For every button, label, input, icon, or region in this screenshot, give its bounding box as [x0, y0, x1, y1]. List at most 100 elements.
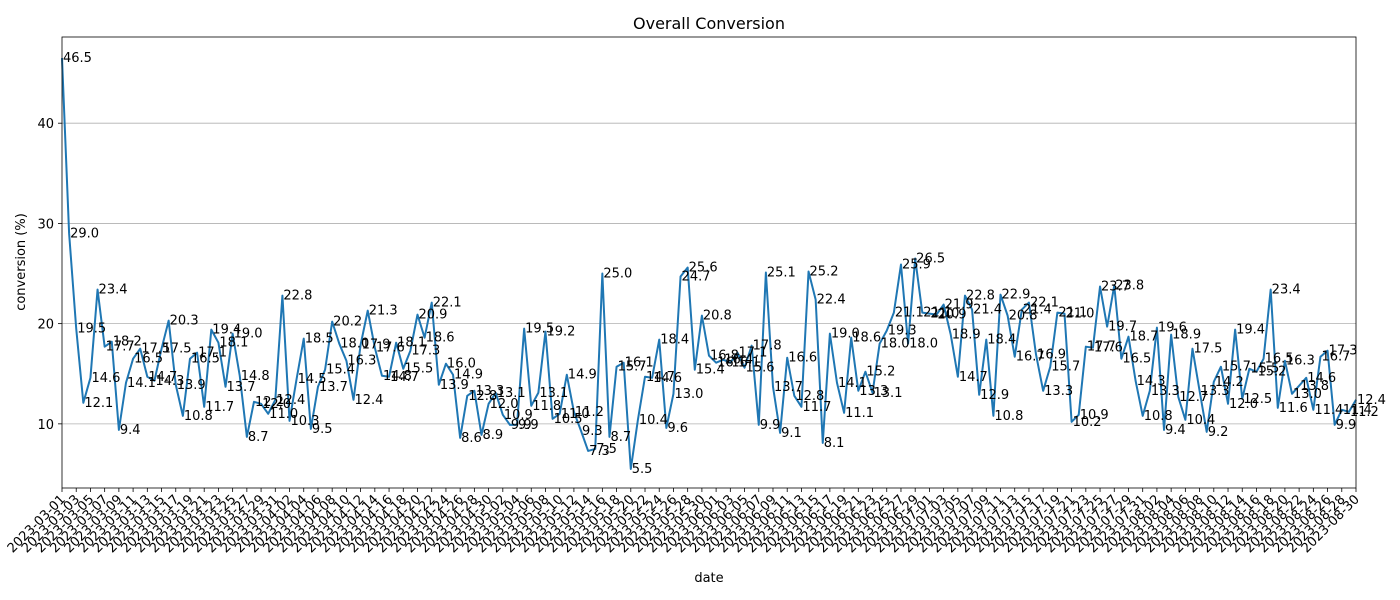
data-label: 16.1	[625, 356, 654, 371]
data-label: 18.9	[952, 328, 981, 343]
data-label: 13.3	[1044, 384, 1073, 399]
data-label: 18.6	[426, 331, 455, 346]
data-label: 14.6	[91, 371, 120, 386]
data-label: 16.7	[1016, 350, 1045, 365]
data-label: 15.2	[1257, 365, 1286, 380]
data-label: 17.3	[1329, 344, 1358, 359]
data-label: 19.0	[831, 327, 860, 342]
data-label: 7.5	[596, 442, 617, 457]
data-label: 15.7	[1051, 360, 1080, 375]
data-label: 13.0	[674, 387, 703, 402]
data-label: 20.2	[333, 315, 362, 330]
data-label: 14.1	[838, 376, 867, 391]
data-label: 19.3	[888, 324, 917, 339]
data-label: 19.6	[1158, 321, 1187, 336]
data-label: 9.9	[760, 418, 781, 433]
data-label: 12.5	[1243, 392, 1272, 407]
data-label: 16.5	[1265, 352, 1294, 367]
data-label: 14.7	[959, 370, 988, 385]
data-label: 11.2	[1350, 405, 1379, 420]
data-label: 13.9	[440, 378, 469, 393]
data-label: 23.7	[1101, 280, 1130, 295]
data-label: 18.7	[1129, 330, 1158, 345]
data-label: 10.8	[184, 409, 213, 424]
plot-frame	[61, 36, 1357, 489]
y-axis-label: conversion (%)	[14, 213, 29, 311]
data-label: 26.5	[916, 251, 945, 266]
data-label: 12.8	[468, 389, 497, 404]
data-label: 17.7	[106, 340, 135, 355]
x-axis-label: date	[694, 571, 723, 586]
data-label: 18.0	[340, 337, 369, 352]
data-label: 15.2	[866, 365, 895, 380]
data-label: 11.8	[532, 399, 561, 414]
data-label: 13.0	[1293, 387, 1322, 402]
data-label: 14.9	[454, 368, 483, 383]
data-label: 14.9	[568, 368, 597, 383]
data-label: 46.5	[63, 51, 92, 66]
data-label: 18.1	[397, 336, 426, 351]
data-label: 20.8	[703, 309, 732, 324]
data-label: 18.5	[305, 332, 334, 347]
data-label: 17.6	[1094, 341, 1123, 356]
data-label: 14.6	[1307, 371, 1336, 386]
data-label: 10.4	[639, 413, 668, 428]
data-label: 14.8	[383, 369, 412, 384]
data-label: 10.5	[554, 412, 583, 427]
data-label: 8.9	[482, 428, 503, 443]
data-label: 25.9	[902, 258, 931, 273]
data-label: 23.4	[1272, 283, 1301, 298]
data-label: 16.4	[724, 353, 753, 368]
data-label: 18.9	[1172, 328, 1201, 343]
data-label: 19.5	[77, 322, 106, 337]
data-label: 11.6	[1279, 401, 1308, 416]
data-label: 18.0	[881, 337, 910, 352]
data-label: 16.5	[134, 352, 163, 367]
data-label: 11.1	[845, 406, 874, 421]
y-tick-label: 20	[37, 318, 54, 333]
data-label: 16.5	[1122, 352, 1151, 367]
data-label: 18.6	[852, 331, 881, 346]
data-label: 10.9	[504, 408, 533, 423]
data-label: 16.3	[347, 354, 376, 369]
data-label: 13.7	[319, 380, 348, 395]
data-label: 12.1	[84, 396, 113, 411]
data-label: 13.1	[539, 386, 568, 401]
data-label: 12.0	[1229, 397, 1258, 412]
data-label: 16.1	[717, 356, 746, 371]
data-label: 19.4	[212, 323, 241, 338]
data-label: 11.0	[269, 407, 298, 422]
data-label: 14.7	[148, 370, 177, 385]
data-label: 17.5	[141, 342, 170, 357]
data-label: 12.4	[1357, 393, 1386, 408]
data-label: 13.3	[475, 384, 504, 399]
data-label: 13.1	[874, 386, 903, 401]
data-label: 19.5	[525, 322, 554, 337]
data-label: 8.7	[610, 430, 631, 445]
data-label: 21.4	[1023, 303, 1052, 318]
chart-title: Overall Conversion	[633, 14, 785, 33]
data-label: 13.7	[774, 380, 803, 395]
data-label: 16.0	[447, 357, 476, 372]
data-label: 10.3	[291, 414, 320, 429]
data-label: 22.8	[966, 289, 995, 304]
data-label: 13.3	[859, 384, 888, 399]
data-label: 21.1	[895, 306, 924, 321]
data-label: 29.0	[70, 226, 99, 241]
data-label: 14.5	[298, 372, 327, 387]
data-label: 16.7	[1321, 350, 1350, 365]
data-label: 13.8	[1300, 379, 1329, 394]
data-label: 22.1	[1030, 296, 1059, 311]
data-label: 8.7	[248, 430, 269, 445]
data-label: 15.6	[746, 361, 775, 376]
data-label: 18.2	[113, 335, 142, 350]
data-label: 16.9	[1037, 348, 1066, 363]
data-label: 25.6	[689, 261, 718, 276]
data-label: 21.9	[945, 298, 974, 313]
data-label: 17.8	[753, 339, 782, 354]
data-label: 25.1	[767, 266, 796, 281]
data-label: 15.4	[326, 363, 355, 378]
data-label: 15.7	[618, 360, 647, 375]
data-label: 9.6	[667, 421, 688, 436]
